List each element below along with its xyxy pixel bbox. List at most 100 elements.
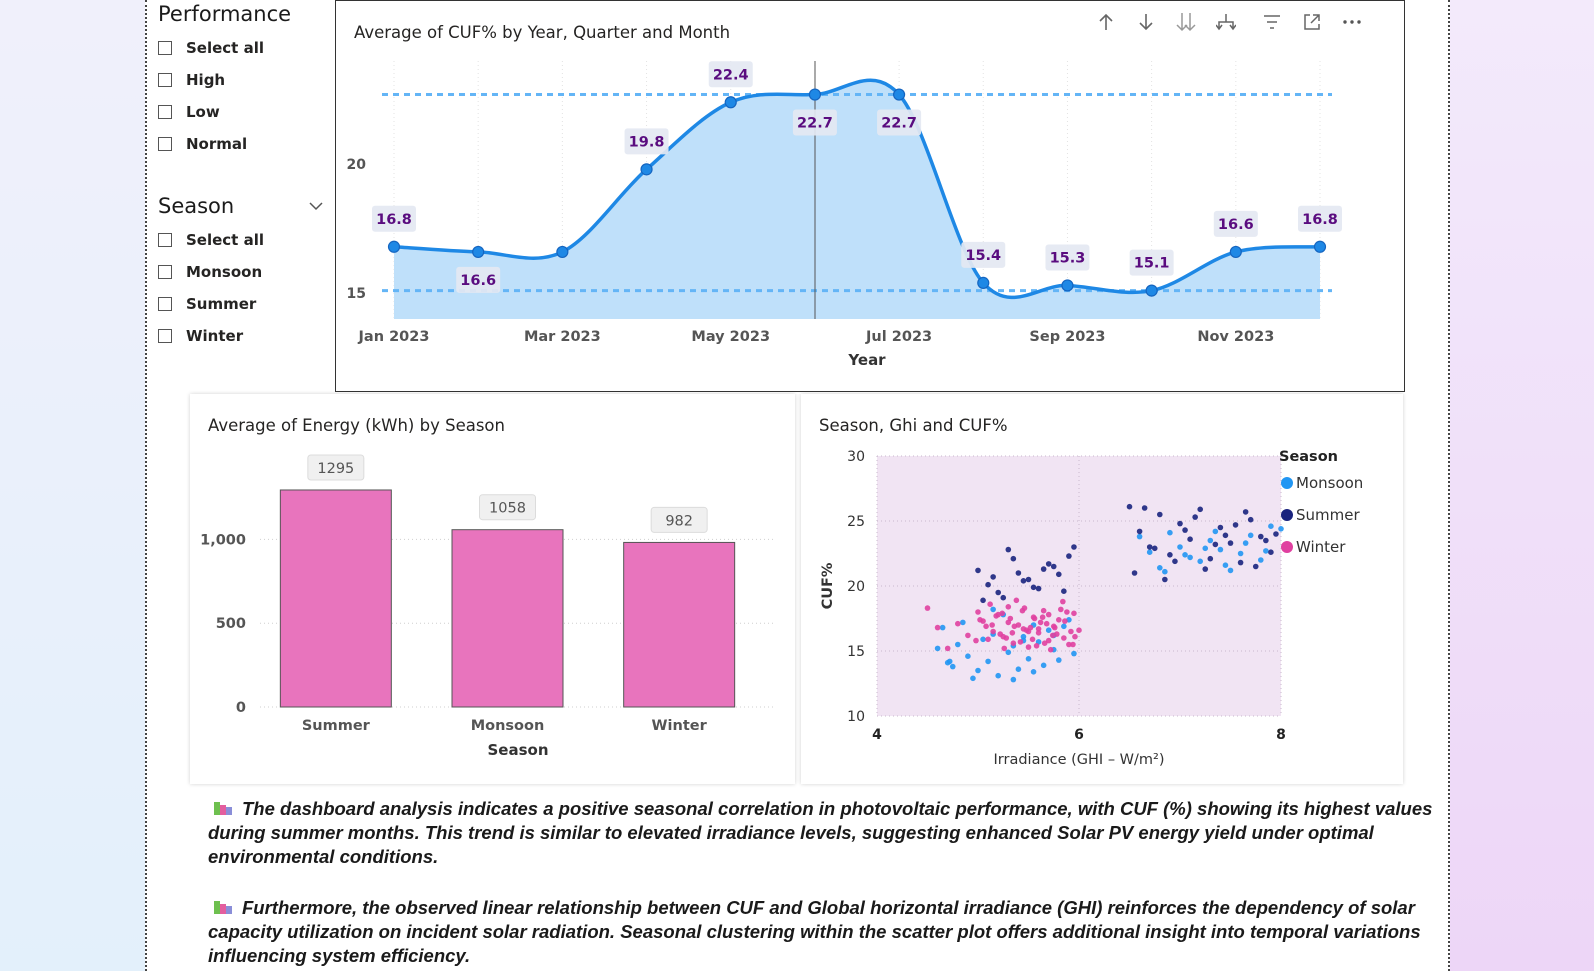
- scatter-point-summer: [1045, 561, 1052, 567]
- scatter-point-winter: [989, 622, 995, 628]
- narrative-paragraph-1: The dashboard analysis indicates a posit…: [208, 797, 1438, 869]
- focus-mode-icon[interactable]: [1292, 7, 1332, 37]
- scatter-point-monsoon: [1025, 656, 1032, 662]
- slicer-item-winter[interactable]: Winter: [158, 320, 328, 352]
- data-label: 16.8: [1302, 212, 1338, 228]
- season-slicer: Season Select all Monsoon Summer Winter: [158, 194, 328, 352]
- scatter-point-monsoon: [960, 619, 966, 626]
- data-label: 1058: [489, 501, 526, 517]
- scatter-point-winter: [1045, 637, 1052, 644]
- scatter-point-winter: [1043, 620, 1050, 627]
- data-label: 15.1: [1134, 256, 1170, 272]
- scatter-point-summer: [1061, 588, 1067, 594]
- scatter-point-summer: [1258, 533, 1264, 540]
- scatter-point-summer: [1202, 566, 1209, 572]
- scatter-point-winter: [993, 613, 999, 619]
- checkbox[interactable]: [158, 73, 172, 87]
- scatter-point-winter: [1011, 623, 1018, 630]
- scatter-point-monsoon: [1197, 558, 1203, 565]
- scatter-point-monsoon: [1005, 649, 1012, 656]
- scatter-point-summer: [1056, 571, 1062, 578]
- scatter-point-summer: [1192, 514, 1198, 520]
- data-point: [1061, 279, 1074, 292]
- x-tick-label: 8: [1276, 727, 1286, 743]
- cuf-line-chart-card[interactable]: Average of CUF% by Year, Quarter and Mon…: [335, 0, 1405, 392]
- scatter-point-summer: [1066, 553, 1072, 559]
- scatter-point-winter: [1033, 643, 1040, 649]
- checkbox[interactable]: [158, 137, 172, 151]
- checkbox[interactable]: [158, 265, 172, 279]
- scatter-point-winter: [1064, 609, 1070, 615]
- data-label-background: [372, 205, 416, 232]
- data-label: 16.6: [1218, 217, 1254, 233]
- checkbox[interactable]: [158, 233, 172, 247]
- chart-title: Season, Ghi and CUF%: [819, 416, 1008, 435]
- y-axis-title: CUF%: [820, 562, 836, 609]
- slicer-item-monsoon[interactable]: Monsoon: [158, 256, 328, 288]
- more-options-icon[interactable]: [1332, 7, 1372, 37]
- double-arrow-down-icon[interactable]: [1166, 7, 1206, 37]
- scatter-point-monsoon: [934, 645, 941, 652]
- arrow-up-icon[interactable]: [1086, 7, 1126, 37]
- data-label: 19.8: [629, 134, 665, 150]
- scatter-point-monsoon: [1242, 540, 1249, 546]
- x-axis-title: Season: [487, 741, 548, 759]
- scatter-point-summer: [1177, 520, 1183, 527]
- scatter-point-summer: [1252, 563, 1259, 570]
- scatter-point-monsoon: [1056, 657, 1062, 663]
- scatter-point-monsoon: [1030, 669, 1037, 675]
- data-label: 16.8: [376, 212, 412, 228]
- scatter-point-monsoon: [1061, 623, 1067, 630]
- scatter-point-monsoon: [1207, 537, 1214, 544]
- data-label-background: [1213, 210, 1258, 237]
- slicer-item-select-all[interactable]: Select all: [158, 224, 328, 256]
- scatter-point-monsoon: [985, 658, 991, 665]
- scatter-point-winter: [975, 609, 981, 615]
- narrative-text: Furthermore, the observed linear relatio…: [208, 897, 1421, 966]
- scatter-point-monsoon: [1187, 554, 1193, 561]
- scatter-point-winter: [997, 631, 1004, 637]
- scatter-point-summer: [995, 589, 1001, 596]
- expand-hierarchy-icon[interactable]: [1206, 7, 1246, 37]
- slicer-item-summer[interactable]: Summer: [158, 288, 328, 320]
- scatter-point-winter: [1031, 615, 1038, 622]
- energy-bar-chart-card[interactable]: Average of Energy (kWh) by Season 0 500 1,…: [190, 394, 795, 784]
- slicer-item-low[interactable]: Low: [158, 96, 291, 128]
- checkbox[interactable]: [158, 297, 172, 311]
- scatter-point-summer: [1020, 578, 1027, 584]
- scatter-point-winter: [983, 623, 989, 630]
- scatter-point-winter: [1029, 636, 1036, 643]
- filter-icon[interactable]: [1252, 7, 1292, 37]
- x-axis-title: Year: [847, 351, 886, 369]
- checkbox[interactable]: [158, 329, 172, 343]
- data-point: [892, 88, 906, 101]
- data-label-background: [1045, 244, 1090, 271]
- scatter-point-summer: [1263, 537, 1269, 544]
- arrow-down-icon[interactable]: [1126, 7, 1166, 37]
- scatter-point-monsoon: [1020, 633, 1027, 640]
- scatter-point-monsoon: [1258, 557, 1264, 563]
- scatter-point-summer: [1050, 563, 1057, 570]
- slicer-item-high[interactable]: High: [158, 64, 291, 96]
- scatter-point-monsoon: [949, 663, 956, 670]
- scatter-point-winter: [955, 620, 961, 627]
- chevron-down-icon[interactable]: [308, 198, 324, 214]
- slicer-item-normal[interactable]: Normal: [158, 128, 291, 160]
- scatter-point-monsoon: [939, 624, 946, 631]
- scatter-point-winter: [999, 610, 1006, 617]
- checkbox[interactable]: [158, 105, 172, 119]
- data-point: [640, 163, 653, 176]
- books-icon: [214, 802, 232, 815]
- x-tick-label: Nov 2023: [1197, 329, 1274, 345]
- scatter-point-monsoon: [1222, 562, 1229, 568]
- scatter-point-winter: [965, 632, 971, 639]
- data-label: 1295: [317, 461, 354, 477]
- scatter-point-winter: [1039, 614, 1046, 620]
- y-tick-label: 20: [347, 157, 367, 173]
- season-scatter-chart-card[interactable]: Season, Ghi and CUF% 10 15 20 25 30 4 6 8 Irradi…: [801, 394, 1403, 784]
- checkbox[interactable]: [158, 41, 172, 55]
- scatter-point-summer: [1131, 570, 1138, 576]
- y-tick-label: 20: [847, 579, 865, 595]
- x-tick-label: May 2023: [691, 329, 770, 345]
- slicer-item-select-all[interactable]: Select all: [158, 32, 291, 64]
